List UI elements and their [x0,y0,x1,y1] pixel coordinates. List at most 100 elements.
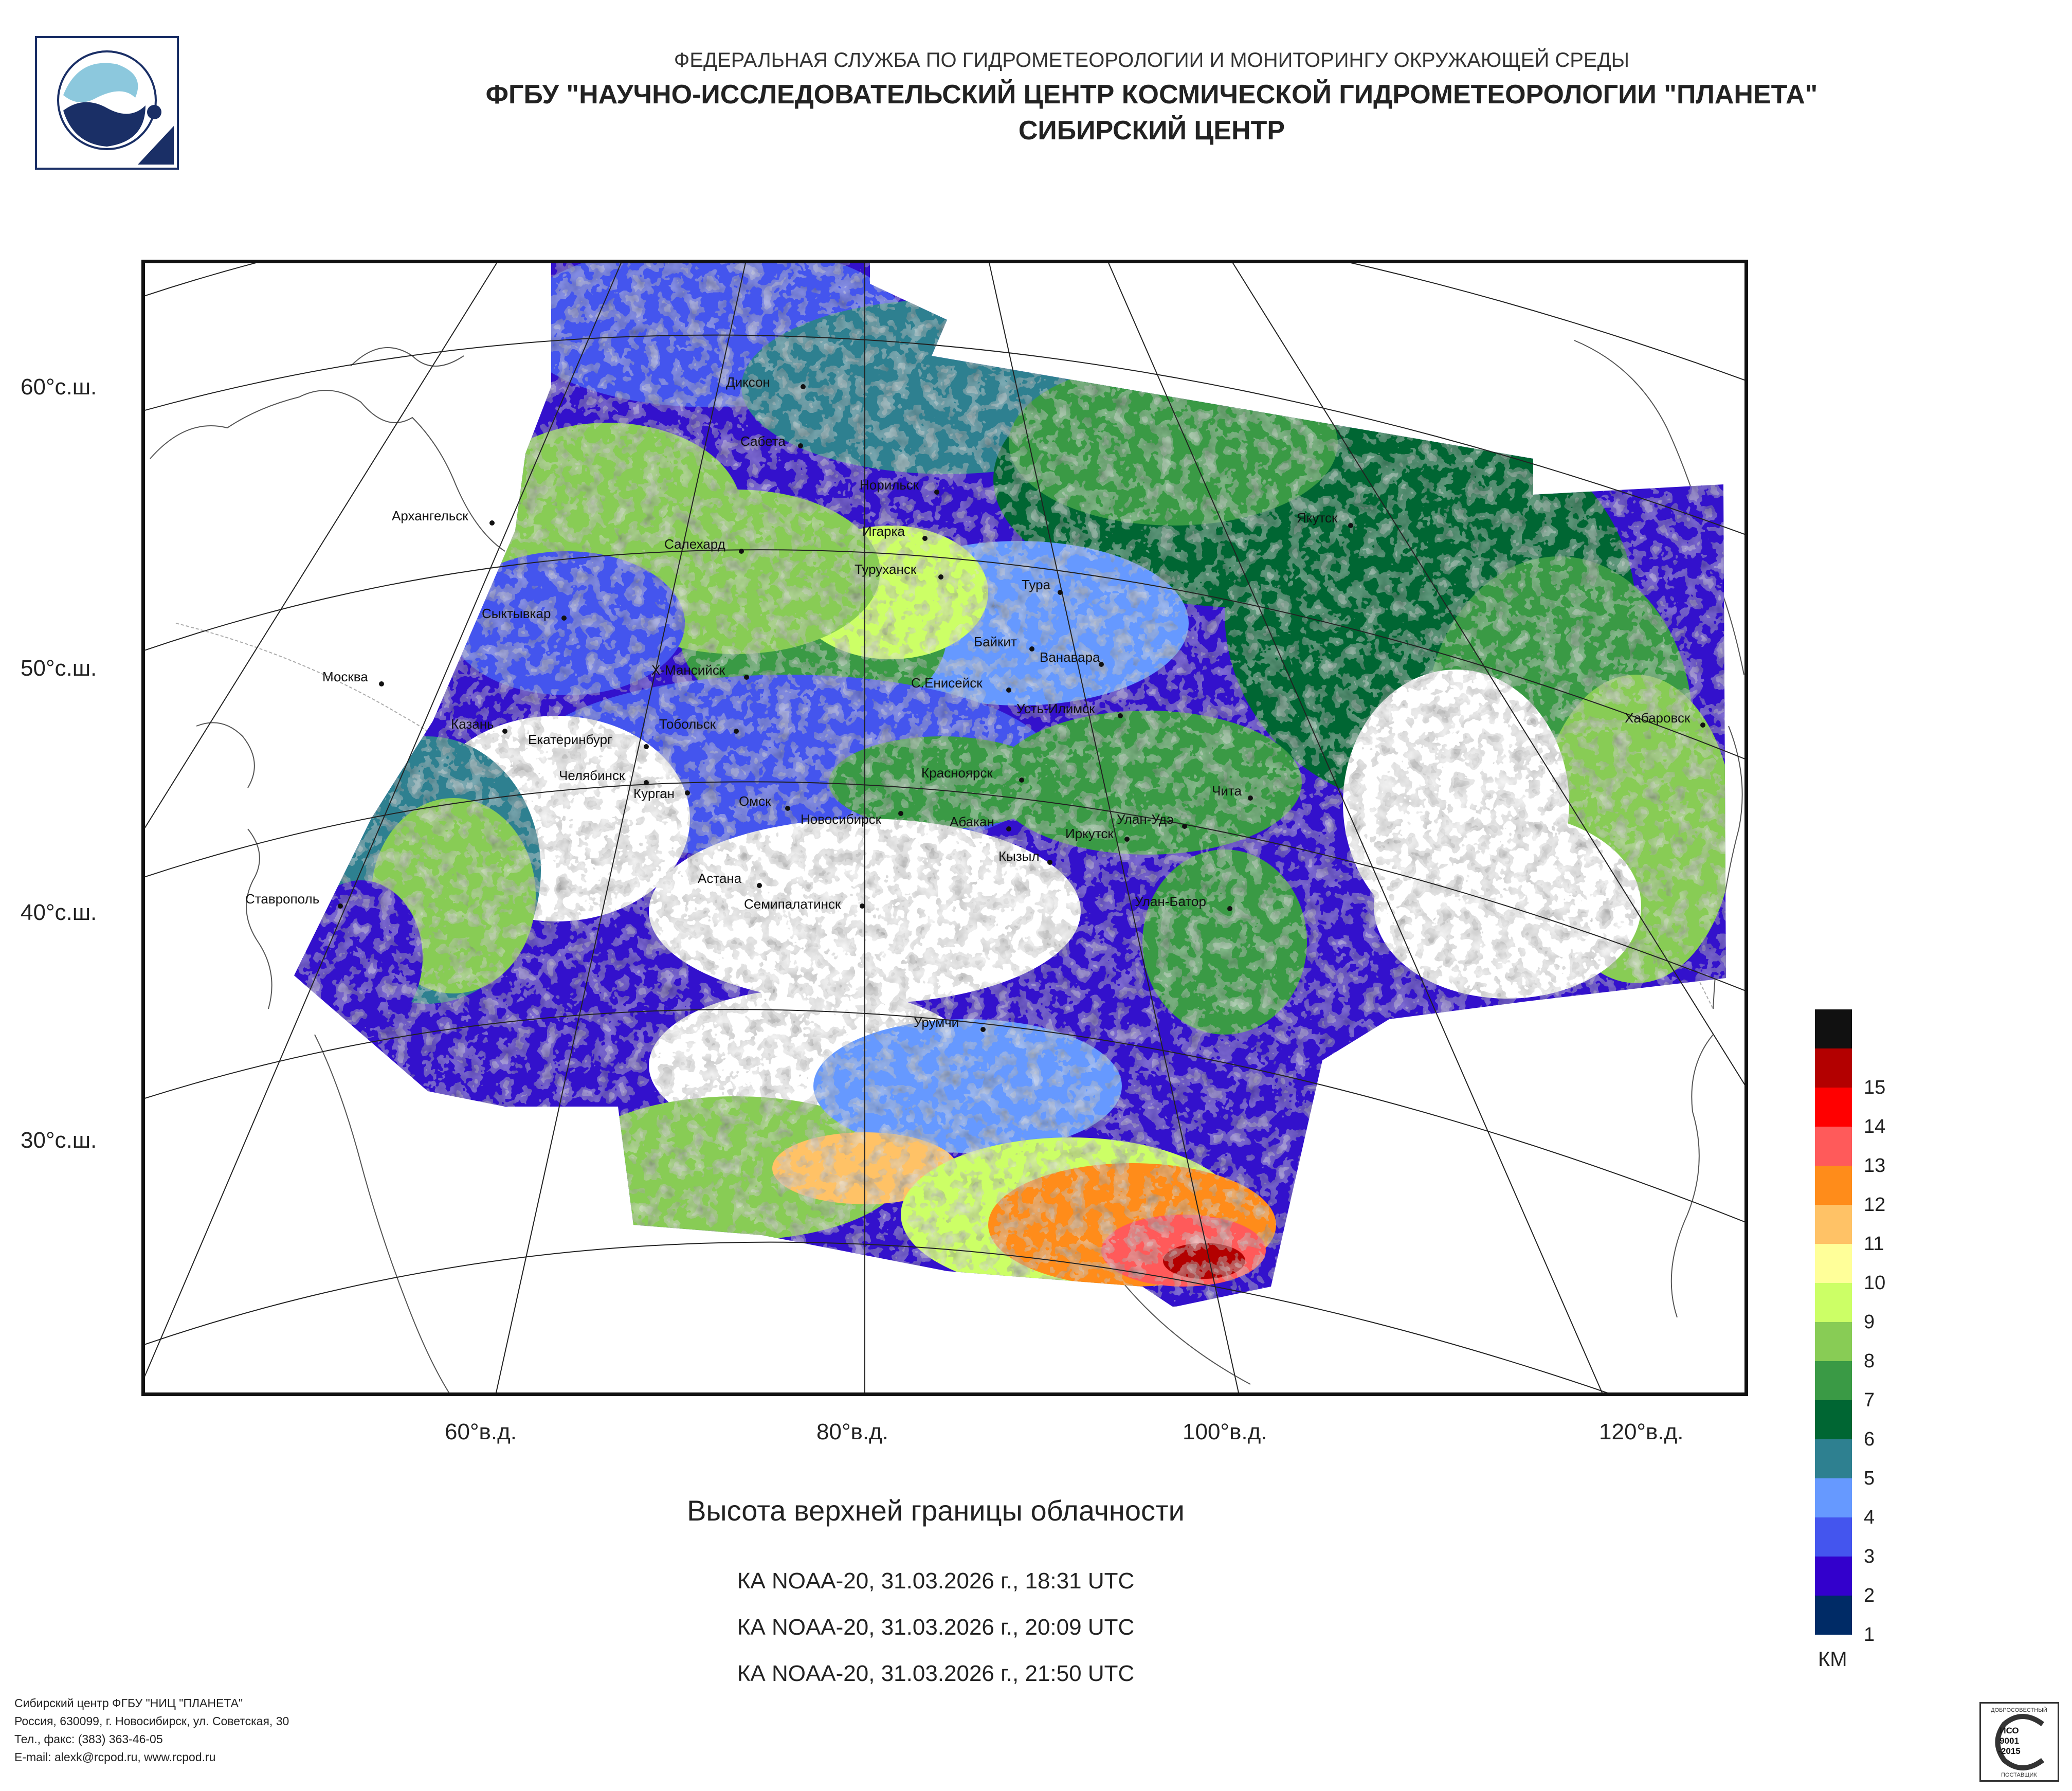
svg-text:Москва: Москва [322,669,368,684]
satellite-pass-2: КА NOAA-20, 31.03.2026 г., 20:09 UTC [737,1615,1135,1640]
svg-text:Норильск: Норильск [860,477,919,493]
footer-address: Россия, 630099, г. Новосибирск, ул. Сове… [14,1714,289,1728]
city-khanty-mansiysk: Х-Мансийск [651,662,749,680]
city-chita: Чита [1212,783,1253,801]
svg-text:Якутск: Якутск [1297,510,1338,526]
legend-label: 12 [1864,1194,1886,1216]
city-astana: Астана [698,871,762,888]
legend-swatch [1815,1205,1852,1244]
city-ulan-bator: Улан-Батор [1135,894,1232,911]
city-khabarovsk: Хабаровск [1625,710,1705,728]
city-markers: Диксон Сабета Норильск Архангельск Салех… [245,374,1705,1032]
city-ust-ilimsk: Усть-Илимск [1016,701,1123,718]
footer-contacts: Сибирский центр ФГБУ "НИЦ "ПЛАНЕТА" Росс… [14,1694,289,1766]
svg-text:Улан-Удэ: Улан-Удэ [1117,811,1174,827]
svg-text:Диксон: Диксон [726,374,770,390]
legend-swatch [1815,1361,1852,1400]
legend-swatch [1815,1478,1852,1517]
svg-text:Тура: Тура [1022,577,1051,592]
legend-swatch [1815,1244,1852,1283]
lat-label-30: 30°с.ш. [21,1128,97,1153]
legend-swatch [1815,1166,1852,1205]
legend-label: 1 [1864,1624,1875,1645]
svg-text:Сабета: Сабета [740,433,786,449]
footer-org: Сибирский центр ФГБУ "НИЦ "ПЛАНЕТА" [14,1696,243,1710]
city-kazan: Казань [451,716,507,734]
legend-label: 4 [1864,1507,1875,1528]
svg-text:Усть-Илимск: Усть-Илимск [1016,701,1095,716]
legend-label: 2 [1864,1585,1875,1606]
city-s-eniseysk: С.Енисейск [911,675,1011,693]
city-moscow: Москва [322,669,384,686]
legend-label: 15 [1864,1077,1886,1098]
satellite-pass-3: КА NOAA-20, 31.03.2026 г., 21:50 UTC [737,1661,1135,1686]
city-kyzyl: Кызыл [998,848,1052,865]
lon-label-100: 100°в.д. [1183,1419,1267,1444]
legend-label: 14 [1864,1116,1886,1137]
iso-badge: ДОБРОСОВЕСТНЫЙ ИСО 9001 -2015 ПОСТАВЩИК [1979,1702,2059,1782]
city-turukhansk: Туруханск [855,562,943,580]
legend-label: 8 [1864,1350,1875,1372]
legend-label: 10 [1864,1272,1886,1294]
city-syktyvkar: Сыктывкар [482,606,567,621]
city-sabeta: Сабета [740,433,803,449]
map-canvas: Диксон Сабета Норильск Архангельск Салех… [145,263,1744,1392]
cloud-swath [294,263,1726,1307]
map-title: Высота верхней границы облачности [687,1494,1185,1527]
svg-text:Челябинск: Челябинск [559,768,625,783]
footer-phone: Тел., факс: (383) 363-46-05 [14,1732,163,1746]
svg-text:Улан-Батор: Улан-Батор [1135,894,1206,909]
city-krasnoyarsk: Красноярск [921,765,1024,783]
legend-label: 13 [1864,1155,1886,1177]
svg-text:Архангельск: Архангельск [392,508,468,523]
svg-text:Астана: Астана [698,871,742,886]
svg-text:Чита: Чита [1212,783,1242,799]
svg-text:Урумчи: Урумчи [914,1015,959,1030]
svg-text:Игарка: Игарка [862,523,905,539]
lat-label-40: 40°с.ш. [21,900,97,925]
svg-text:Иркутск: Иркутск [1065,826,1114,841]
legend-swatch [1815,1127,1852,1166]
svg-text:Казань: Казань [451,716,494,732]
city-abakan: Абакан [950,814,1011,831]
cloud-top-map: Диксон Сабета Норильск Архангельск Салех… [141,260,1748,1396]
svg-text:Туруханск: Туруханск [855,562,917,577]
legend-label: 7 [1864,1389,1875,1411]
legend-swatch [1815,1596,1852,1635]
city-urumqi: Урумчи [914,1015,986,1032]
city-stavropol: Ставрополь [245,891,343,909]
legend-swatch [1815,1283,1852,1322]
legend-unit: КМ [1818,1648,1847,1671]
lon-label-120: 120°в.д. [1599,1419,1684,1444]
graticule [145,263,1744,1392]
city-vanavara: Ванавара [1040,649,1104,667]
city-semipalatinsk: Семипалатинск [744,896,865,912]
legend-label: 11 [1864,1233,1884,1255]
legend-swatch [1815,1088,1852,1127]
legend-swatch [1815,1322,1852,1361]
city-ulan-ude: Улан-Удэ [1117,811,1187,829]
lat-label-60: 60°с.ш. [21,374,97,400]
legend-label: 9 [1864,1311,1875,1333]
legend-swatch [1815,1439,1852,1478]
legend-label: 6 [1864,1428,1875,1450]
header-institution: ФГБУ "НАУЧНО-ИССЛЕДОВАТЕЛЬСКИЙ ЦЕНТР КОС… [485,80,1818,110]
city-irkutsk: Иркутск [1065,826,1130,842]
city-omsk: Омск [739,793,790,811]
header: ФЕДЕРАЛЬНАЯ СЛУЖБА ПО ГИДРОМЕТЕОРОЛОГИИ … [0,49,2072,146]
city-baykit: Байкит [974,634,1034,652]
legend-swatch [1815,1048,1852,1088]
city-yakutsk: Якутск [1297,510,1353,528]
svg-text:С.Енисейск: С.Енисейск [911,675,983,691]
iso-bottom-text: ПОСТАВЩИК [2001,1772,2037,1778]
city-arkhangelsk: Архангельск [392,508,495,526]
legend-swatch [1815,1009,1852,1048]
iso-top-text: ДОБРОСОВЕСТНЫЙ [1991,1707,2047,1713]
svg-text:Екатеринбург: Екатеринбург [528,732,612,747]
satellite-pass-1: КА NOAA-20, 31.03.2026 г., 18:31 UTC [737,1568,1135,1594]
city-kurgan: Курган [633,786,690,801]
svg-text:Красноярск: Красноярск [921,765,993,781]
city-dikson: Диксон [726,374,806,390]
legend-swatch [1815,1400,1852,1439]
city-norilsk: Норильск [860,477,939,495]
